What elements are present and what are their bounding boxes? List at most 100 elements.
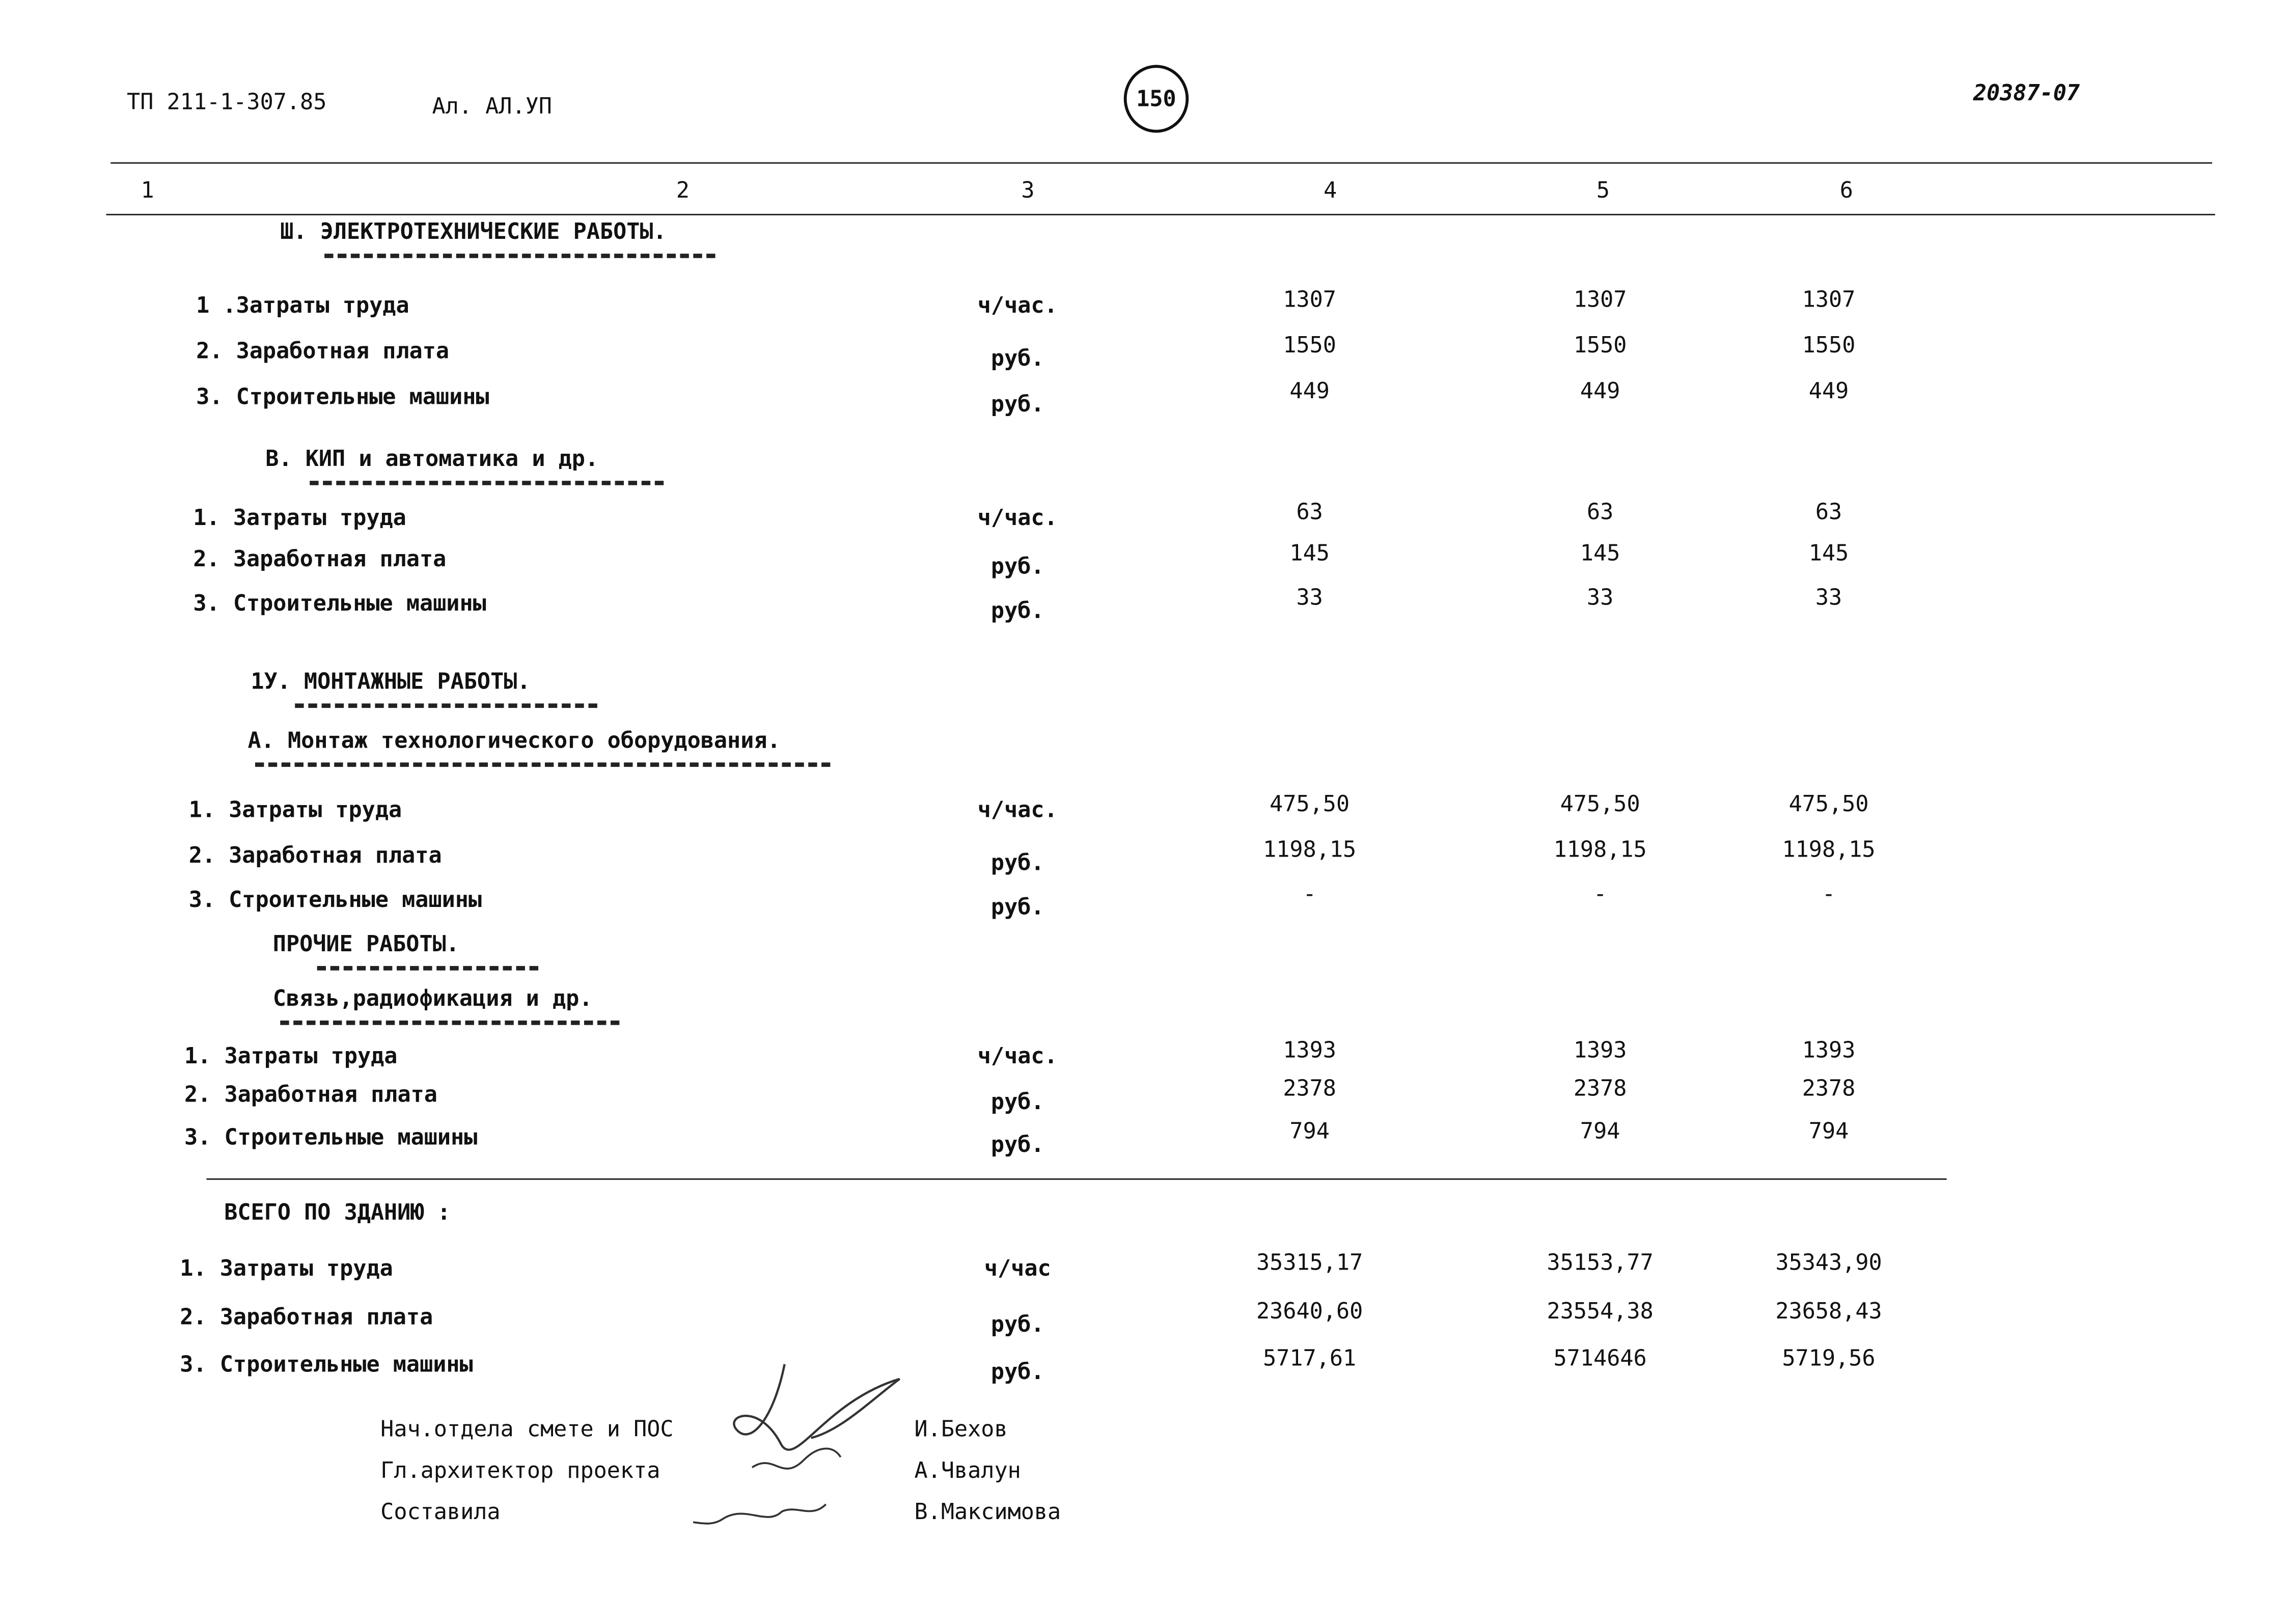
dashed-underline xyxy=(324,254,715,258)
row-value-col6: 1393 xyxy=(1802,1036,1856,1064)
section-title: 1У. МОНТАЖНЫЕ РАБОТЫ. xyxy=(251,668,531,695)
row-value-col6: 794 xyxy=(1808,1118,1849,1145)
row-value-col6: 1307 xyxy=(1802,286,1856,313)
section-subtitle: Связь,радиофикация и др. xyxy=(272,985,593,1012)
row-unit: руб. xyxy=(990,1311,1044,1338)
row-value-col5: 63 xyxy=(1587,498,1614,525)
doc-code: ТП 211-1-307.85 xyxy=(127,88,327,115)
page-number-stamp: 150 xyxy=(1123,65,1189,133)
row-label: 2. Заработная плата xyxy=(188,842,442,869)
inventory-number: 20387-07 xyxy=(1973,79,2080,106)
album-code: Ал. АЛ.УП xyxy=(432,93,552,120)
row-value-col6: 35343,90 xyxy=(1775,1249,1882,1276)
row-value-col4: 1198,15 xyxy=(1263,836,1357,863)
row-value-col6: 475,50 xyxy=(1788,790,1869,817)
header-top-rule xyxy=(111,162,2212,164)
section-title: Ш. ЭЛЕКТРОТЕХНИЧЕСКИЕ РАБОТЫ. xyxy=(280,218,667,245)
row-value-col4: 1393 xyxy=(1283,1036,1336,1064)
dashed-underline xyxy=(310,481,664,485)
row-value-col4: 35315,17 xyxy=(1256,1249,1363,1276)
row-unit: ч/час. xyxy=(977,796,1058,823)
row-unit: ч/час. xyxy=(977,292,1058,319)
row-unit: ч/час. xyxy=(977,504,1058,531)
row-label: 3. Строительные машины xyxy=(180,1351,473,1378)
row-value-col4: 2378 xyxy=(1283,1075,1336,1102)
row-value-col6: 5719,56 xyxy=(1782,1345,1876,1372)
row-unit: руб. xyxy=(990,597,1044,624)
row-value-col4: 794 xyxy=(1289,1118,1330,1145)
row-unit: руб. xyxy=(990,1088,1044,1115)
row-value-col4: 449 xyxy=(1289,377,1330,404)
row-value-col4: 33 xyxy=(1296,584,1323,611)
handwritten-signatures xyxy=(693,1364,900,1525)
row-unit: ч/час. xyxy=(977,1042,1058,1069)
row-unit: руб. xyxy=(990,553,1044,580)
signature-role: Составила xyxy=(380,1498,501,1525)
section-title: ВСЕГО ПО ЗДАНИЮ : xyxy=(224,1199,451,1226)
row-label: 3. Строительные машины xyxy=(184,1123,478,1150)
row-value-col4: 475,50 xyxy=(1270,790,1350,817)
row-value-col6: - xyxy=(1822,880,1836,907)
row-label: 1. Затраты труда xyxy=(193,504,406,531)
dashed-underline xyxy=(317,966,539,971)
row-value-col5: 5714646 xyxy=(1553,1345,1647,1372)
row-value-col4: 1550 xyxy=(1283,332,1336,359)
row-unit: руб. xyxy=(990,849,1044,876)
row-value-col6: 1198,15 xyxy=(1782,836,1876,863)
row-value-col6: 2378 xyxy=(1802,1075,1856,1102)
row-label: 2. Заработная плата xyxy=(196,338,450,365)
row-unit: ч/час xyxy=(984,1255,1051,1282)
signature-name: В.Максимова xyxy=(914,1498,1061,1525)
row-value-col4: 63 xyxy=(1296,498,1323,525)
row-value-col5: 1393 xyxy=(1573,1036,1627,1064)
row-label: 3. Строительные машины xyxy=(196,383,489,410)
row-value-col4: 1307 xyxy=(1283,286,1336,313)
row-value-col5: 35153,77 xyxy=(1547,1249,1654,1276)
row-value-col5: - xyxy=(1593,880,1607,907)
row-unit: руб. xyxy=(990,1131,1044,1158)
row-label: 3. Строительные машины xyxy=(188,886,482,913)
row-value-col5: 794 xyxy=(1580,1118,1620,1145)
row-value-col5: 449 xyxy=(1580,377,1620,404)
column-number: 4 xyxy=(1324,177,1337,204)
signature-name: А.Чвалун xyxy=(914,1457,1021,1484)
column-number: 1 xyxy=(141,177,154,204)
page-number: 150 xyxy=(1136,85,1176,113)
dashed-underline xyxy=(255,762,831,767)
signature-role: Гл.архитектор проекта xyxy=(380,1457,660,1484)
header-bottom-rule xyxy=(106,213,2215,215)
row-value-col6: 145 xyxy=(1808,539,1849,567)
row-label: 1. Затраты труда xyxy=(180,1255,393,1282)
row-label: 1 .Затраты труда xyxy=(196,292,409,319)
column-number: 6 xyxy=(1839,177,1853,204)
row-label: 2. Заработная плата xyxy=(184,1081,437,1108)
dashed-underline xyxy=(295,703,597,708)
row-value-col5: 2378 xyxy=(1573,1075,1627,1102)
row-label: 1. Затраты труда xyxy=(188,796,402,823)
row-value-col5: 23554,38 xyxy=(1547,1298,1654,1325)
row-unit: руб. xyxy=(990,1358,1044,1385)
total-rule xyxy=(206,1178,1947,1180)
section-title: В. КИП и автоматика и др. xyxy=(265,445,599,472)
row-label: 2. Заработная плата xyxy=(193,545,447,572)
row-value-col4: 23640,60 xyxy=(1256,1298,1363,1325)
row-value-col6: 23658,43 xyxy=(1775,1298,1882,1325)
row-value-col6: 63 xyxy=(1815,498,1842,525)
row-value-col6: 449 xyxy=(1808,377,1849,404)
column-number: 2 xyxy=(676,177,690,204)
row-value-col4: 145 xyxy=(1289,539,1330,567)
signature-role: Нач.отдела смете и ПОС xyxy=(380,1416,674,1443)
column-number: 5 xyxy=(1596,177,1610,204)
row-value-col5: 145 xyxy=(1580,539,1620,567)
row-unit: руб. xyxy=(990,391,1044,418)
row-label: 1. Затраты труда xyxy=(184,1042,398,1069)
row-label: 2. Заработная плата xyxy=(180,1304,433,1331)
row-value-col5: 33 xyxy=(1587,584,1614,611)
row-value-col4: - xyxy=(1303,880,1316,907)
row-unit: руб. xyxy=(990,345,1044,372)
row-value-col6: 1550 xyxy=(1802,332,1856,359)
section-subtitle: А. Монтаж технологического оборудования. xyxy=(247,727,781,754)
section-title: ПРОЧИЕ РАБОТЫ. xyxy=(272,930,459,957)
row-value-col6: 33 xyxy=(1815,584,1842,611)
